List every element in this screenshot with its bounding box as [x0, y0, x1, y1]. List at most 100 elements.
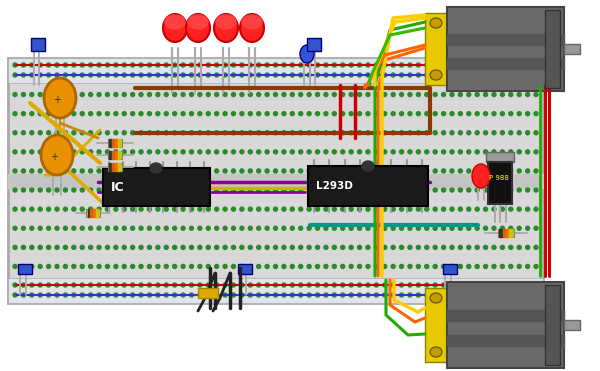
Ellipse shape [72, 226, 76, 230]
Ellipse shape [274, 226, 277, 230]
Ellipse shape [484, 150, 488, 154]
Ellipse shape [433, 73, 437, 77]
Ellipse shape [206, 92, 210, 96]
Ellipse shape [500, 283, 505, 287]
Ellipse shape [316, 169, 320, 173]
Ellipse shape [332, 188, 337, 192]
Ellipse shape [408, 73, 412, 77]
Ellipse shape [534, 188, 538, 192]
Ellipse shape [430, 18, 442, 28]
Ellipse shape [526, 112, 530, 116]
Ellipse shape [198, 169, 202, 173]
Ellipse shape [131, 188, 134, 192]
Bar [545, 285, 560, 365]
Ellipse shape [341, 188, 345, 192]
Ellipse shape [122, 112, 126, 116]
Ellipse shape [223, 112, 227, 116]
Ellipse shape [164, 169, 168, 173]
Ellipse shape [307, 92, 311, 96]
Ellipse shape [30, 245, 34, 249]
Ellipse shape [55, 207, 59, 211]
Ellipse shape [131, 207, 134, 211]
Ellipse shape [173, 207, 176, 211]
Bar [8, 58, 543, 83]
Ellipse shape [324, 207, 328, 211]
Ellipse shape [248, 207, 252, 211]
Ellipse shape [181, 63, 185, 67]
Ellipse shape [282, 283, 286, 287]
Ellipse shape [240, 73, 244, 77]
Ellipse shape [349, 245, 353, 249]
Ellipse shape [492, 63, 496, 67]
Ellipse shape [458, 265, 463, 269]
Bar [488, 162, 512, 204]
Ellipse shape [47, 265, 50, 269]
Ellipse shape [206, 283, 210, 287]
Ellipse shape [400, 283, 404, 287]
Bar [307, 38, 321, 51]
Ellipse shape [139, 92, 143, 96]
Ellipse shape [400, 293, 404, 297]
Ellipse shape [400, 169, 404, 173]
Ellipse shape [122, 73, 126, 77]
Bar [503, 229, 505, 237]
Ellipse shape [181, 112, 185, 116]
Ellipse shape [232, 169, 235, 173]
Ellipse shape [391, 169, 395, 173]
Ellipse shape [106, 265, 109, 269]
Ellipse shape [156, 150, 160, 154]
Ellipse shape [265, 92, 269, 96]
Ellipse shape [131, 283, 134, 287]
Bar [447, 335, 564, 346]
Ellipse shape [425, 207, 429, 211]
Ellipse shape [324, 63, 328, 67]
Ellipse shape [114, 63, 118, 67]
Ellipse shape [242, 15, 262, 29]
Ellipse shape [215, 131, 218, 135]
Ellipse shape [332, 73, 337, 77]
Ellipse shape [416, 226, 421, 230]
Ellipse shape [198, 207, 202, 211]
Ellipse shape [64, 150, 67, 154]
Ellipse shape [240, 131, 244, 135]
Ellipse shape [72, 92, 76, 96]
Ellipse shape [358, 188, 362, 192]
Ellipse shape [307, 73, 311, 77]
Ellipse shape [215, 293, 218, 297]
Ellipse shape [55, 245, 59, 249]
Ellipse shape [425, 169, 429, 173]
Ellipse shape [206, 131, 210, 135]
Ellipse shape [274, 169, 277, 173]
Ellipse shape [215, 169, 218, 173]
Ellipse shape [349, 293, 353, 297]
Ellipse shape [114, 169, 118, 173]
Ellipse shape [173, 73, 176, 77]
Ellipse shape [188, 15, 208, 29]
Ellipse shape [526, 283, 530, 287]
Ellipse shape [240, 207, 244, 211]
Ellipse shape [13, 63, 17, 67]
Ellipse shape [442, 73, 446, 77]
Ellipse shape [47, 131, 50, 135]
Ellipse shape [416, 131, 421, 135]
Ellipse shape [198, 150, 202, 154]
Ellipse shape [232, 150, 235, 154]
Ellipse shape [307, 283, 311, 287]
Ellipse shape [492, 245, 496, 249]
Ellipse shape [509, 112, 513, 116]
Ellipse shape [500, 265, 505, 269]
Ellipse shape [324, 169, 328, 173]
Ellipse shape [89, 92, 92, 96]
Ellipse shape [122, 150, 126, 154]
Ellipse shape [122, 265, 126, 269]
Bar [108, 151, 122, 159]
Ellipse shape [534, 169, 538, 173]
Ellipse shape [106, 92, 109, 96]
Ellipse shape [64, 169, 67, 173]
Ellipse shape [391, 92, 395, 96]
Ellipse shape [248, 92, 252, 96]
Ellipse shape [89, 63, 92, 67]
Ellipse shape [442, 63, 446, 67]
Ellipse shape [80, 226, 84, 230]
Ellipse shape [30, 150, 34, 154]
